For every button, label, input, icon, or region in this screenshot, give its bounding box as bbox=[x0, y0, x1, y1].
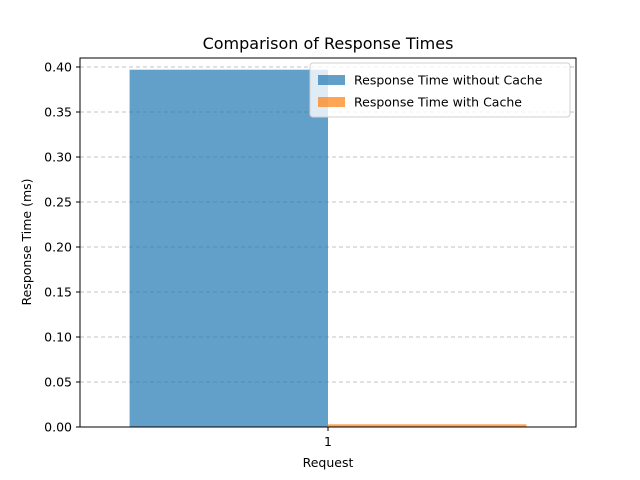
legend-label: Response Time without Cache bbox=[354, 73, 543, 88]
legend-swatch bbox=[318, 75, 345, 85]
bar bbox=[328, 424, 527, 427]
y-tick-label: 0.25 bbox=[44, 195, 72, 210]
y-axis-ticks: 0.00 0.05 0.10 0.15 0.20 0.25 0.30 0.35 0.40 bbox=[44, 60, 80, 435]
x-axis-label: Request bbox=[303, 455, 354, 470]
legend-label: Response Time with Cache bbox=[354, 95, 522, 110]
y-tick-label: 0.35 bbox=[44, 105, 72, 120]
y-tick-label: 0.10 bbox=[44, 330, 72, 345]
legend: Response Time without Cache Response Time… bbox=[309, 62, 571, 118]
bar bbox=[129, 69, 328, 427]
y-axis-label: Response Time (ms) bbox=[19, 178, 34, 305]
chart-title: Comparison of Response Times bbox=[203, 34, 454, 53]
y-tick-label: 0.00 bbox=[44, 420, 72, 435]
y-tick-label: 0.40 bbox=[44, 60, 72, 75]
y-tick-label: 0.30 bbox=[44, 150, 72, 165]
x-axis-ticks: 1 bbox=[324, 427, 332, 449]
y-tick-label: 0.05 bbox=[44, 375, 72, 390]
x-tick-label: 1 bbox=[324, 434, 332, 449]
y-tick-label: 0.20 bbox=[44, 240, 72, 255]
legend-swatch bbox=[318, 97, 345, 107]
legend-box bbox=[309, 62, 571, 118]
bars bbox=[129, 69, 527, 427]
y-tick-label: 0.15 bbox=[44, 285, 72, 300]
